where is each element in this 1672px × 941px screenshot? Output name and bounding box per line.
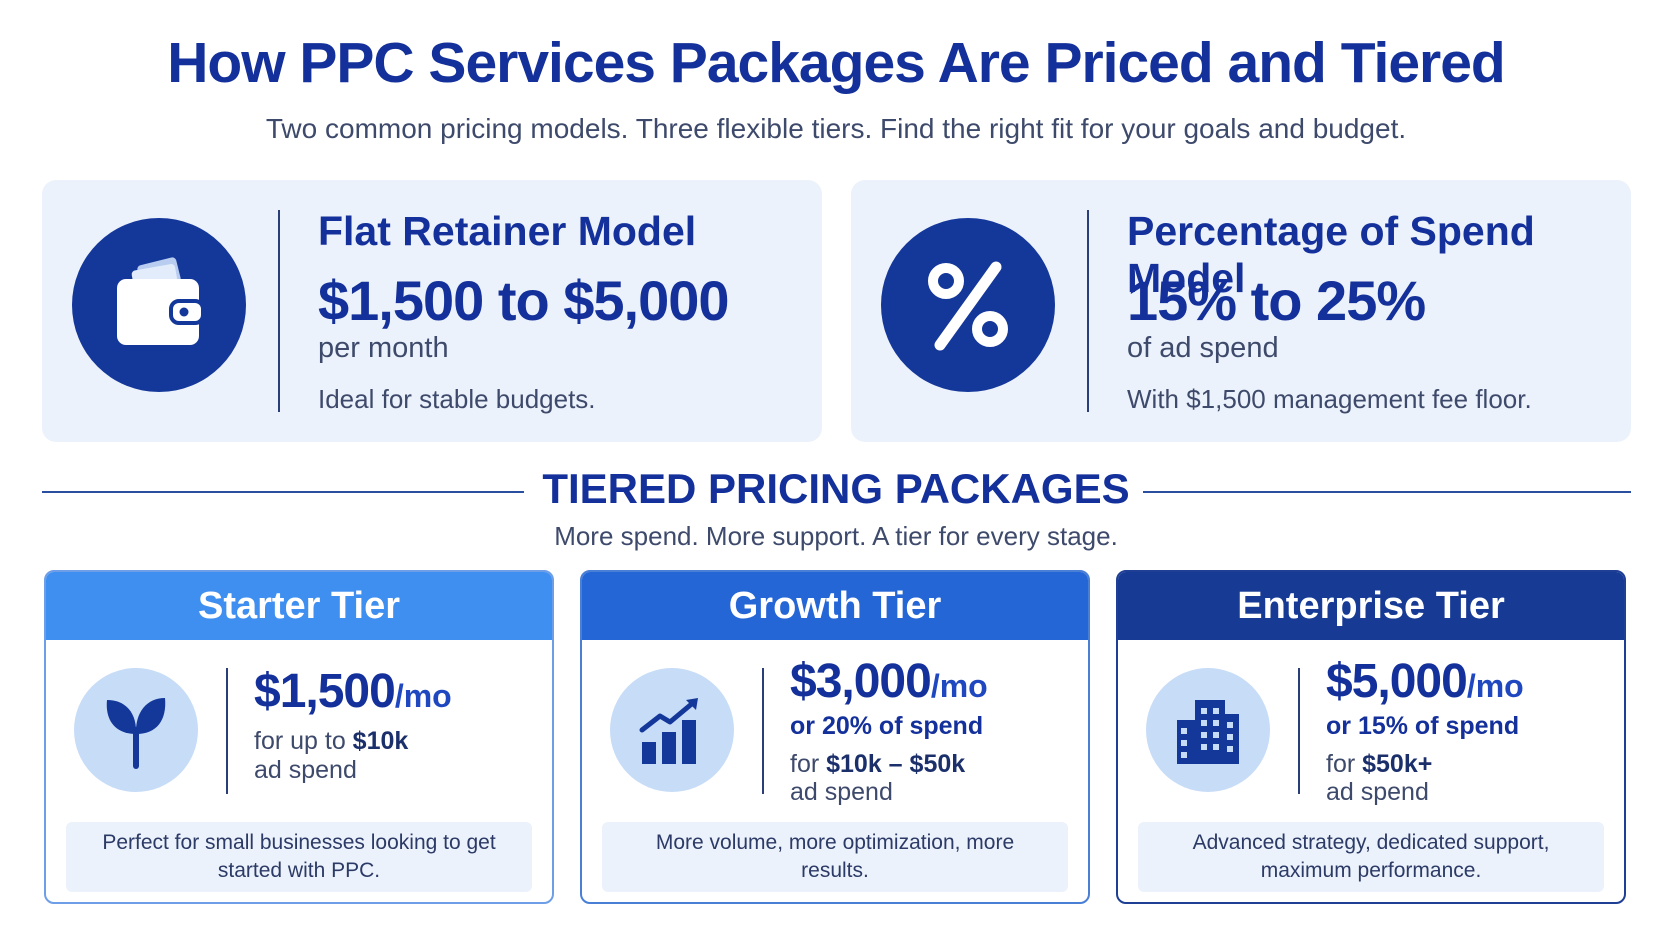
- divider: [1087, 210, 1089, 412]
- range-value: $10k – $50k: [826, 750, 966, 778]
- range-prefix: for: [1326, 750, 1363, 778]
- tier-price: $3,000/mo: [790, 654, 988, 709]
- model-note: Ideal for stable budgets.: [318, 384, 596, 414]
- price-amount: $3,000: [790, 655, 932, 708]
- section-rule-right: [1143, 491, 1631, 493]
- tier-range-suffix: ad spend: [254, 756, 357, 784]
- price-period: /mo: [394, 678, 452, 714]
- flat-retainer-card: Flat Retainer Model $1,500 to $5,000 per…: [42, 180, 822, 442]
- divider: [1298, 668, 1300, 794]
- model-price: $1,500 to $5,000: [318, 269, 730, 332]
- model-unit: of ad spend: [1127, 332, 1279, 364]
- divider: [278, 210, 280, 412]
- price-amount: $1,500: [254, 665, 396, 718]
- page-subtitle: Two common pricing models. Three flexibl…: [265, 113, 1407, 144]
- model-name: Percentage of Spend Model: [1127, 208, 1535, 301]
- tier-range-suffix: ad spend: [1326, 778, 1429, 806]
- section-subtitle: More spend. More support. A tier for eve…: [554, 521, 1118, 551]
- model-name: Flat Retainer Model: [318, 208, 697, 254]
- tier-description: Perfect for small businesses looking to …: [66, 822, 532, 892]
- growth-chart-icon: [610, 668, 734, 792]
- page-title: How PPC Services Packages Are Priced and…: [167, 31, 1506, 95]
- price-period: /mo: [1466, 668, 1524, 704]
- tier-range: for $50k+: [1326, 750, 1432, 779]
- divider: [226, 668, 228, 794]
- price-amount: $5,000: [1326, 655, 1468, 708]
- growth-tier-card: Growth Tier $3,000/mo or 20% of spend fo…: [580, 570, 1090, 904]
- tier-price: $1,500/mo: [254, 664, 452, 719]
- model-price: 15% to 25%: [1127, 269, 1426, 332]
- price-period: /mo: [930, 668, 988, 704]
- tier-range: for $10k – $50k: [790, 750, 965, 779]
- range-prefix: for up to: [254, 727, 353, 755]
- sprout-icon: [74, 668, 198, 792]
- tier-header: Enterprise Tier: [1118, 572, 1624, 640]
- section-title: TIERED PRICING PACKAGES: [542, 465, 1130, 512]
- enterprise-tier-card: Enterprise Tier $5,000/mo or 15% of spen…: [1116, 570, 1626, 904]
- range-value: $10k: [352, 727, 409, 755]
- tier-range: for up to $10k: [254, 727, 408, 756]
- percentage-of-spend-card: Percentage of Spend Model 15% to 25% of …: [851, 180, 1631, 442]
- percent-icon: [881, 218, 1055, 392]
- building-icon: [1146, 668, 1270, 792]
- divider: [762, 668, 764, 794]
- section-rule-left: [42, 491, 524, 493]
- tier-header: Starter Tier: [46, 572, 552, 640]
- tier-range-suffix: ad spend: [790, 778, 893, 806]
- model-note: With $1,500 management fee floor.: [1127, 384, 1532, 414]
- starter-tier-card: Starter Tier $1,500/mo for up to $10k ad…: [44, 570, 554, 904]
- tier-description: Advanced strategy, dedicated support, ma…: [1138, 822, 1604, 892]
- wallet-icon: [72, 218, 246, 392]
- tier-percent-option: or 20% of spend: [790, 712, 984, 740]
- tier-description: More volume, more optimization, more res…: [602, 822, 1068, 892]
- range-prefix: for: [790, 750, 827, 778]
- model-unit: per month: [318, 332, 449, 364]
- range-value: $50k+: [1362, 750, 1433, 778]
- tier-header: Growth Tier: [582, 572, 1088, 640]
- tier-percent-option: or 15% of spend: [1326, 712, 1520, 740]
- tier-price: $5,000/mo: [1326, 654, 1524, 709]
